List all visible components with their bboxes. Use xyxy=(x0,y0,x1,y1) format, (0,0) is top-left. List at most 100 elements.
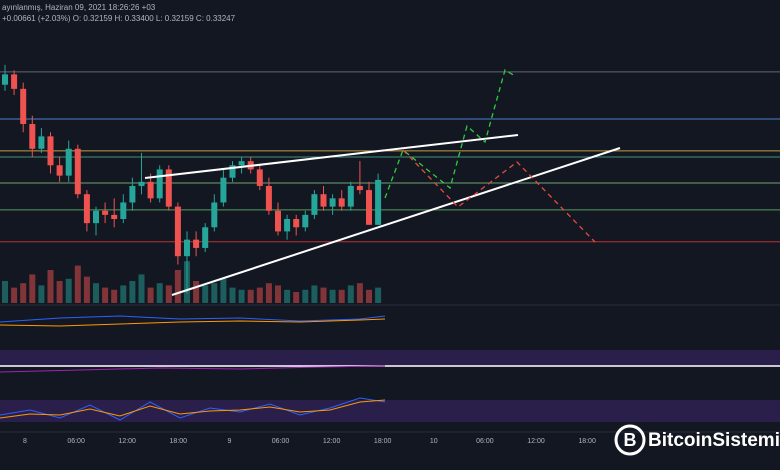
volume-bar xyxy=(366,289,372,303)
candle-body xyxy=(220,177,227,203)
volume-bar xyxy=(329,289,336,303)
candle-body xyxy=(320,194,327,207)
price-pane xyxy=(0,64,780,303)
candle-body xyxy=(347,185,354,207)
volume-bar xyxy=(247,289,254,303)
candle-body xyxy=(293,219,300,228)
stoch-d xyxy=(0,399,386,419)
candle-body xyxy=(93,210,99,224)
candle-body xyxy=(174,206,181,257)
candle-body xyxy=(102,210,109,215)
candle-body xyxy=(302,214,309,228)
volume-bar xyxy=(29,274,36,303)
candle-body xyxy=(156,169,163,199)
volume-bar xyxy=(347,285,354,303)
volume-bar xyxy=(38,285,45,303)
trend-line xyxy=(144,134,519,179)
svg-text:B: B xyxy=(624,430,637,450)
volume-bar xyxy=(20,283,27,303)
candle-body xyxy=(275,210,281,232)
candle-body xyxy=(120,202,127,220)
candle-body xyxy=(238,161,245,166)
volume-bar xyxy=(338,289,345,303)
candle-body xyxy=(65,148,72,176)
candle-body xyxy=(74,148,81,195)
trend-line xyxy=(171,147,621,296)
watermark-logo: B xyxy=(614,424,646,456)
volume-bar xyxy=(129,281,136,303)
candle-body xyxy=(311,194,318,215)
volume-bar xyxy=(111,289,118,303)
projection-down xyxy=(402,149,596,243)
signal-line xyxy=(0,318,386,327)
watermark: BitcoinSistemi xyxy=(648,430,780,451)
candle-body xyxy=(38,136,45,149)
rsi-band xyxy=(0,350,780,367)
volume-bar xyxy=(284,289,291,303)
candle-body xyxy=(193,239,200,248)
volume-bar xyxy=(293,292,300,303)
macd-line xyxy=(0,315,386,323)
candle-body xyxy=(129,185,136,203)
x-tick-label: 10 xyxy=(430,438,438,445)
volume-bar xyxy=(356,283,363,303)
x-tick-label: 12:00 xyxy=(118,438,136,445)
candle-body xyxy=(111,214,118,220)
candle-body xyxy=(138,181,145,186)
candle-body xyxy=(29,123,36,149)
header-line: ayınlanmış, Haziran 09, 2021 18:26:26 +0… xyxy=(2,3,156,12)
volume-bar xyxy=(47,270,54,303)
candle-body xyxy=(83,194,90,224)
volume-bar xyxy=(193,281,200,303)
volume-bar xyxy=(120,285,127,303)
candle-body xyxy=(375,179,382,225)
volume-bar xyxy=(375,287,382,303)
candle-body xyxy=(47,136,54,166)
x-tick-label: 06:00 xyxy=(67,438,85,445)
candle-body xyxy=(329,198,336,207)
x-tick-label: 18:00 xyxy=(170,438,188,445)
candle-body xyxy=(11,74,18,89)
volume-bar xyxy=(165,285,172,303)
volume-bar xyxy=(265,283,272,303)
x-tick-label: 12:00 xyxy=(323,438,341,445)
rsi-line xyxy=(0,365,386,373)
volume-bar xyxy=(220,278,227,303)
candle-body xyxy=(211,202,218,228)
volume-bar xyxy=(147,287,154,303)
header-line: +0.00661 (+2.03%) O: 0.32159 H: 0.33400 … xyxy=(2,14,236,23)
volume-bar xyxy=(83,276,90,303)
volume-bar xyxy=(74,265,81,303)
candle-body xyxy=(338,198,345,207)
volume-bar xyxy=(138,274,145,303)
x-tick-label: 18:00 xyxy=(374,438,392,445)
volume-bar xyxy=(275,285,281,303)
candle-body xyxy=(229,165,236,178)
volume-bar xyxy=(93,283,99,303)
candle-body xyxy=(20,88,27,124)
candle-body xyxy=(165,169,172,207)
candle-body xyxy=(356,185,363,191)
x-tick-label: 8 xyxy=(23,438,27,445)
volume-bar xyxy=(256,287,263,303)
volume-bar xyxy=(11,287,18,303)
candle-body xyxy=(265,185,272,211)
candle-body xyxy=(56,165,63,176)
volume-bar xyxy=(102,287,109,303)
stoch-band xyxy=(0,400,780,422)
volume-bar xyxy=(2,281,8,303)
x-tick-label: 18:00 xyxy=(578,438,596,445)
candle-body xyxy=(184,239,190,257)
x-tick-label: 06:00 xyxy=(272,438,290,445)
candle-body xyxy=(202,227,209,248)
volume-bar xyxy=(229,287,236,303)
x-tick-label: 12:00 xyxy=(527,438,545,445)
x-tick-label: 9 xyxy=(227,438,231,445)
candle-body xyxy=(2,74,8,85)
x-tick-label: 06:00 xyxy=(476,438,494,445)
candle-body xyxy=(284,219,291,232)
volume-bar xyxy=(311,285,318,303)
volume-bar xyxy=(320,287,327,303)
candle-body xyxy=(256,169,263,186)
